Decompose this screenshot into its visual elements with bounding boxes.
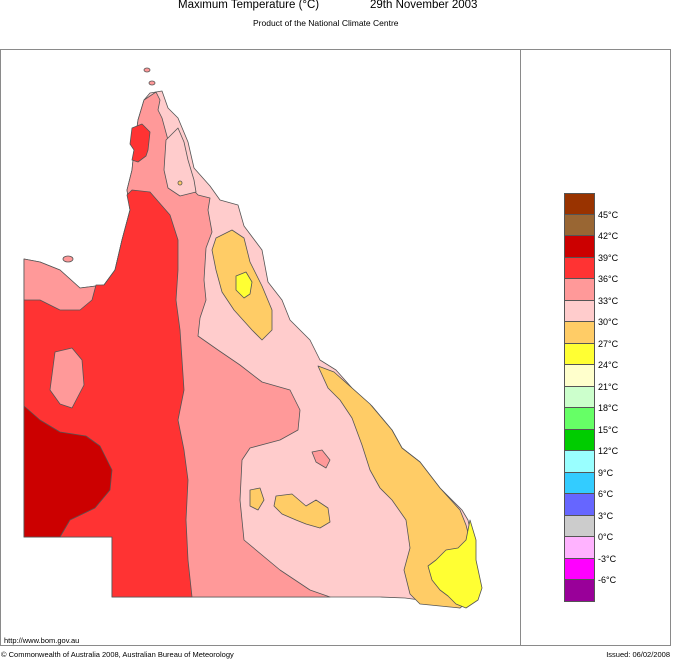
map-frame (0, 49, 671, 646)
legend-label: 12°C (598, 446, 619, 456)
zone-27-30-mid (317, 365, 477, 609)
copyright-notice: © Commonwealth of Australia 2008, Austra… (1, 650, 234, 659)
legend-swatch (564, 214, 595, 236)
legend-label: -3°C (598, 554, 617, 564)
legend-swatch (564, 386, 595, 408)
legend-label: 45°C (598, 210, 619, 220)
temperature-map (23, 67, 483, 609)
map-subtitle: Product of the National Climate Centre (253, 18, 399, 28)
legend-label: 18°C (598, 403, 619, 413)
legend-label: 36°C (598, 274, 619, 284)
zone-24-27-tableland (235, 271, 253, 299)
source-url[interactable]: http://www.bom.gov.au (4, 636, 80, 645)
legend-swatch (564, 580, 595, 602)
zone-33-36-outlier (311, 449, 331, 469)
legend-swatch (564, 558, 595, 580)
map-title: Maximum Temperature (°C) 29th November 2… (0, 0, 674, 20)
zone-24-27-se (427, 519, 483, 609)
zone-27-30-inland2 (249, 487, 265, 511)
legend-label: 3°C (598, 511, 614, 521)
island (177, 180, 183, 186)
legend-swatch (564, 365, 595, 387)
legend-label: 21°C (598, 382, 619, 392)
legend-swatch (564, 343, 595, 365)
legend-swatch (564, 515, 595, 537)
legend-label: 6°C (598, 489, 614, 499)
legend-label: 15°C (598, 425, 619, 435)
legend-label: 39°C (598, 253, 619, 263)
legend-label: 33°C (598, 296, 619, 306)
island (62, 255, 74, 263)
zone-30-33-cape (163, 127, 197, 197)
legend-swatch (564, 408, 595, 430)
legend-label: 9°C (598, 468, 614, 478)
legend-swatch (564, 429, 595, 451)
legend-swatch (564, 472, 595, 494)
zone-33-36-inlier (49, 347, 85, 409)
legend-swatch (564, 300, 595, 322)
legend-swatch (564, 257, 595, 279)
legend-label: 27°C (598, 339, 619, 349)
zone-36-39-cape (129, 123, 151, 163)
legend-swatch (564, 537, 595, 559)
island (143, 67, 151, 73)
zone-39-42 (23, 405, 113, 538)
issued-date: Issued: 06/02/2008 (606, 650, 670, 659)
zone-27-30-inland (273, 493, 331, 529)
legend-label: -6°C (598, 575, 617, 585)
color-legend (564, 193, 595, 602)
title-variable: Maximum Temperature (°C) (178, 0, 320, 11)
legend-label: 42°C (598, 231, 619, 241)
legend-swatch (564, 451, 595, 473)
title-date: 29th November 2003 (370, 0, 478, 11)
legend-swatch (564, 236, 595, 258)
legend-label: 30°C (598, 317, 619, 327)
legend-swatch (564, 279, 595, 301)
legend-label: 24°C (598, 360, 619, 370)
legend-label: 0°C (598, 532, 614, 542)
island (148, 80, 156, 86)
legend-swatch (564, 494, 595, 516)
legend-swatch (564, 193, 595, 215)
legend-swatch (564, 322, 595, 344)
legend-divider (520, 49, 521, 646)
